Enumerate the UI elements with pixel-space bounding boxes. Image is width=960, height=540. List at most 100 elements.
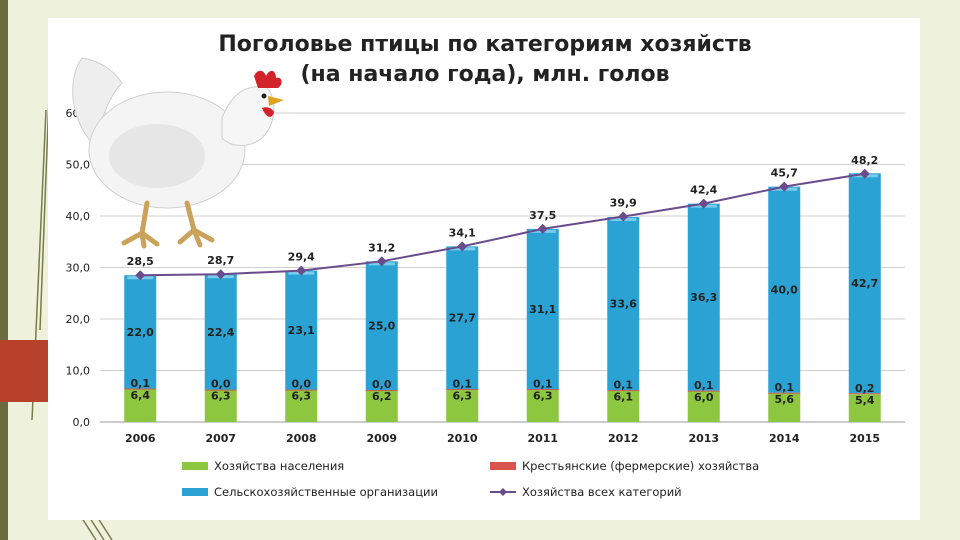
legend-marker	[499, 488, 507, 496]
bar-farms	[768, 392, 801, 394]
chart-title-line2: (на начало года), млн. голов	[300, 62, 670, 87]
data-label-total: 28,7	[207, 254, 234, 267]
data-label-farms: 0,1	[775, 381, 795, 394]
x-tick-label: 2014	[769, 432, 800, 445]
bar-farms	[848, 393, 881, 395]
x-tick-label: 2006	[125, 432, 156, 445]
bar-farms	[446, 389, 479, 391]
x-tick-label: 2013	[688, 432, 719, 445]
bar-households	[687, 391, 720, 422]
bar-households	[285, 389, 318, 422]
bar-farms	[687, 390, 720, 392]
data-label-agri-orgs: 40,0	[771, 284, 798, 297]
total-point	[135, 270, 146, 281]
data-label-agri-orgs: 33,6	[610, 298, 637, 311]
bar-households	[124, 389, 157, 422]
total-point	[457, 241, 468, 252]
data-label-agri-orgs: 27,7	[449, 312, 476, 325]
bar-farms	[124, 388, 157, 390]
bar-agri-orgs	[124, 275, 157, 389]
bar-agri-orgs	[768, 186, 801, 393]
bar-agri-orgs	[446, 246, 479, 390]
x-tick-label: 2008	[286, 432, 317, 445]
data-label-farms: 0,2	[855, 382, 875, 395]
total-point	[215, 269, 226, 280]
data-label-farms: 0,0	[372, 378, 392, 391]
data-label-total: 39,9	[610, 197, 637, 210]
bar-agri-orgs	[204, 274, 237, 390]
hen-illustration	[72, 57, 284, 249]
chart-title-line1: Поголовье птицы по категориям хозяйств	[218, 32, 752, 57]
data-label-agri-orgs: 22,0	[127, 326, 154, 339]
bar-farms	[204, 389, 237, 391]
data-label-households: 5,6	[775, 393, 795, 406]
bar-agri-orgs	[607, 217, 640, 391]
data-label-agri-orgs: 36,3	[690, 291, 717, 304]
y-tick-label: 50,0	[66, 159, 91, 172]
bar-agri-orgs	[848, 173, 881, 394]
data-label-households: 6,4	[131, 389, 151, 402]
data-label-total: 29,4	[288, 251, 315, 264]
bar-households	[204, 389, 237, 422]
bar-households	[848, 394, 881, 422]
bar-households	[526, 389, 559, 422]
legend-swatch	[182, 462, 208, 470]
data-label-total: 45,7	[771, 167, 798, 180]
data-label-farms: 0,1	[694, 379, 714, 392]
bar-agri-orgs	[526, 228, 559, 390]
bar-households	[365, 390, 398, 422]
bar-households	[768, 393, 801, 422]
bar-farms	[526, 389, 559, 391]
total-point	[779, 181, 790, 192]
y-tick-label: 30,0	[66, 262, 91, 275]
data-label-households: 6,2	[372, 390, 392, 403]
data-label-total: 37,5	[529, 209, 556, 222]
x-tick-label: 2011	[527, 432, 558, 445]
data-label-agri-orgs: 31,1	[529, 303, 556, 316]
x-tick-label: 2007	[205, 432, 236, 445]
total-point	[618, 211, 629, 222]
bar-farms	[607, 390, 640, 392]
data-label-agri-orgs: 42,7	[851, 277, 878, 290]
total-point	[376, 256, 387, 267]
data-label-total: 31,2	[368, 241, 395, 254]
x-tick-label: 2010	[447, 432, 478, 445]
accent-block	[0, 340, 48, 402]
bar-agri-orgs	[285, 270, 318, 390]
data-label-total: 42,4	[690, 184, 717, 197]
data-label-households: 6,0	[694, 391, 714, 404]
legend-swatch	[490, 462, 516, 470]
bar-farms	[285, 389, 318, 391]
left-decor-strip	[0, 0, 8, 540]
y-tick-label: 10,0	[66, 365, 91, 378]
data-label-households: 6,3	[453, 390, 473, 403]
total-point	[859, 168, 870, 179]
bar-households	[607, 390, 640, 422]
data-label-households: 5,4	[855, 394, 875, 407]
data-label-agri-orgs: 22,4	[207, 326, 234, 339]
data-label-agri-orgs: 23,1	[288, 324, 315, 337]
data-label-farms: 0,0	[211, 378, 231, 391]
data-label-farms: 0,1	[131, 377, 151, 390]
total-point	[296, 265, 307, 276]
data-label-farms: 0,1	[614, 379, 634, 392]
data-label-farms: 0,0	[292, 378, 312, 391]
data-label-households: 6,3	[211, 390, 231, 403]
bar-agri-orgs	[687, 203, 720, 391]
data-label-total: 34,1	[449, 226, 476, 239]
data-label-households: 6,3	[292, 390, 312, 403]
bar-households	[446, 389, 479, 422]
total-line	[140, 172, 865, 277]
x-tick-label: 2015	[849, 432, 880, 445]
data-label-total: 48,2	[851, 154, 878, 167]
bar-agri-orgs	[365, 261, 398, 391]
legend-label: Хозяйства всех категорий	[522, 485, 682, 499]
data-label-total: 28,5	[127, 255, 154, 268]
x-tick-label: 2012	[608, 432, 639, 445]
data-label-farms: 0,1	[453, 378, 473, 391]
legend-label: Сельскохозяйственные организации	[214, 485, 438, 499]
legend-swatch	[182, 488, 208, 496]
data-label-households: 6,3	[533, 390, 553, 403]
total-point	[537, 223, 548, 234]
